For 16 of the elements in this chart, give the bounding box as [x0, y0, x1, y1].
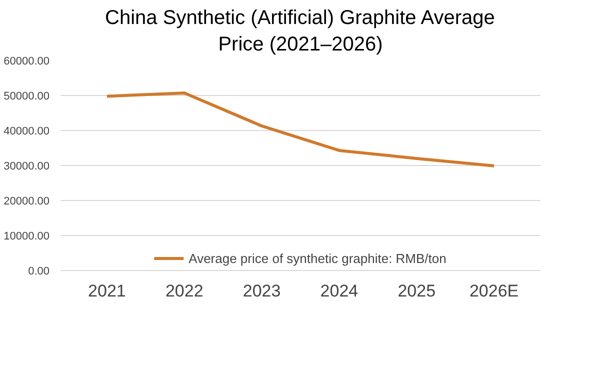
x-tick-label: 2025	[398, 282, 436, 300]
chart-title: China Synthetic (Artificial) Graphite Average Price (2021–2026)	[105, 7, 495, 56]
x-tick-label: 2026E	[469, 282, 519, 300]
x-tick-label: 2021	[88, 282, 126, 300]
y-tick-label: 60000.00	[4, 56, 50, 68]
y-tick-label: 40000.00	[4, 126, 50, 138]
y-tick-label: 20000.00	[4, 196, 50, 208]
x-tick-label: 2024	[320, 282, 358, 300]
legend-label: Average price of synthetic graphite: RMB/ton	[188, 250, 446, 266]
line-series	[105, 92, 496, 168]
y-tick-label: 50000.00	[4, 90, 50, 102]
x-tick-label: 2023	[242, 282, 281, 300]
y-tick-label: 30000.00	[4, 160, 50, 172]
y-tick-label: 10000.00	[4, 230, 50, 242]
x-tick-label: 2022	[165, 282, 204, 300]
y-tick-label: 0.00	[28, 266, 50, 278]
